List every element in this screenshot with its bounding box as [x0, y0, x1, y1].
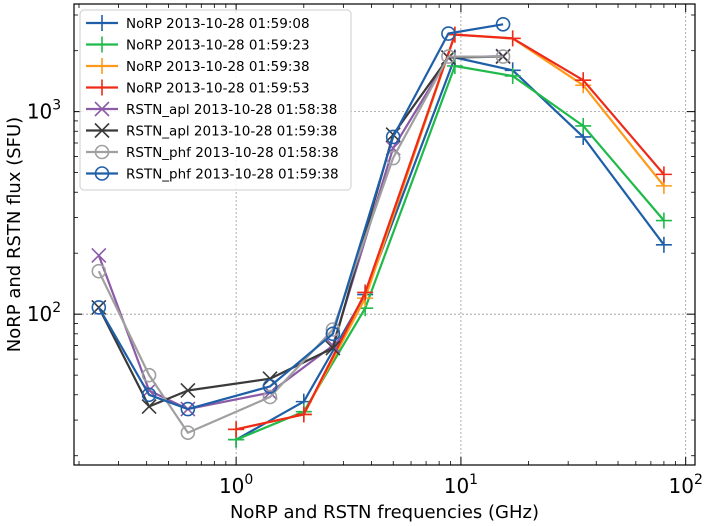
legend-item: NoRP 2013-10-28 01:59:08 — [86, 15, 310, 32]
plot-frame — [73, 3, 696, 466]
data-point — [141, 387, 157, 403]
y-tick-label: 102 — [27, 300, 61, 326]
legend-item: NoRP 2013-10-28 01:59:23 — [86, 36, 310, 54]
data-point — [441, 49, 456, 64]
legend-item: NoRP 2013-10-28 01:59:38 — [86, 58, 310, 75]
series-line — [97, 55, 504, 434]
legend-label: RSTN_apl 2013-10-28 01:59:38 — [126, 124, 337, 140]
data-point-b — [180, 382, 196, 399]
series-group — [91, 16, 672, 448]
legend-box — [79, 9, 352, 191]
data-point — [385, 129, 401, 145]
data-point — [325, 322, 341, 337]
data-point-b — [91, 247, 107, 263]
legend-label: NoRP 2013-10-28 01:59:08 — [126, 16, 310, 32]
legend-label: NoRP 2013-10-28 01:59:38 — [126, 59, 310, 75]
legend-label: RSTN_phf 2013-10-28 01:59:38 — [126, 167, 339, 183]
legend-marker — [94, 166, 110, 181]
data-point — [180, 425, 196, 440]
data-point — [495, 16, 511, 32]
data-point — [141, 367, 157, 383]
legend-label: NoRP 2013-10-28 01:59:23 — [126, 38, 310, 54]
legend-marker-b — [94, 122, 110, 139]
y-axis-label: NoRP and RSTN flux (SFU) — [4, 117, 25, 352]
legend: NoRP 2013-10-28 01:59:08 NoRP 2013-10-28 … — [79, 9, 352, 191]
data-point — [262, 379, 278, 394]
data-point — [91, 263, 107, 279]
legend-label: RSTN_apl 2013-10-28 01:58:38 — [126, 102, 337, 118]
x-tick-label: 102 — [669, 472, 703, 498]
data-point — [495, 49, 511, 64]
legend-label: RSTN_phf 2013-10-28 01:58:38 — [126, 145, 339, 161]
x-tick-label: 100 — [219, 472, 253, 498]
series-8 — [91, 16, 511, 417]
data-point — [441, 26, 456, 41]
axis-ticks: 100 101 102 102 103 — [27, 4, 703, 498]
legend-marker-b — [94, 101, 110, 117]
data-point-b — [141, 398, 157, 415]
data-point-b — [325, 340, 341, 356]
legend-item: RSTN_apl 2013-10-28 01:59:38 — [86, 122, 337, 140]
legend-label: NoRP 2013-10-28 01:59:53 — [126, 81, 310, 97]
legend-item: RSTN_phf 2013-10-28 01:59:38 — [86, 166, 339, 183]
data-point — [180, 401, 196, 417]
y-tick-label: 103 — [27, 98, 61, 124]
data-point — [325, 326, 341, 342]
legend-item: RSTN_apl 2013-10-28 01:58:38 — [86, 101, 337, 118]
x-axis-label: NoRP and RSTN frequencies (GHz) — [230, 502, 539, 523]
legend-item: NoRP 2013-10-28 01:59:53 — [86, 79, 310, 97]
data-point — [262, 389, 278, 405]
x-tick-label: 101 — [444, 472, 478, 498]
legend-marker — [94, 144, 110, 160]
legend-item: RSTN_phf 2013-10-28 01:58:38 — [86, 144, 339, 161]
data-point-b — [262, 371, 278, 387]
data-point — [91, 300, 107, 315]
